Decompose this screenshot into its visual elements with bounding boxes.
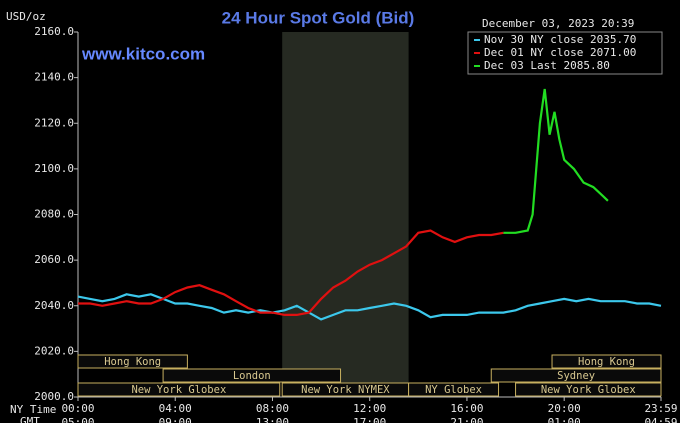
y-tick-label: 2020.0 xyxy=(34,344,74,357)
session-box xyxy=(490,368,662,383)
session-shade xyxy=(282,32,409,397)
legend-label: Dec 01 NY close 2071.00 xyxy=(484,46,636,59)
legend-label: Dec 03 Last 2085.80 xyxy=(484,59,610,72)
x2-tick-label: 21:00 xyxy=(450,416,483,423)
x-tick-label: 04:00 xyxy=(159,402,192,415)
x2-tick-label: 01:00 xyxy=(548,416,581,423)
legend-label: Nov 30 NY close 2035.70 xyxy=(484,33,636,46)
x-tick-label: 23:59 xyxy=(644,402,677,415)
x-tick-label: 00:00 xyxy=(61,402,94,415)
x2-tick-label: 17:00 xyxy=(353,416,386,423)
y-tick-label: 2160.0 xyxy=(34,25,74,38)
timestamp: December 03, 2023 20:39 xyxy=(482,17,634,30)
session-box xyxy=(551,354,662,369)
watermark: www.kitco.com xyxy=(81,44,205,63)
x2-tick-label: 04:59 xyxy=(644,416,677,423)
session-box xyxy=(408,382,500,397)
session-label: Hong Kong xyxy=(104,356,161,368)
session-label: London xyxy=(233,370,271,382)
price-line xyxy=(78,229,504,316)
x-axis-label: NY Time xyxy=(10,403,56,416)
session-label: Sydney xyxy=(557,370,595,382)
price-line xyxy=(503,88,609,234)
x2-tick-label: 09:00 xyxy=(159,416,192,423)
chart-title: 24 Hour Spot Gold (Bid) xyxy=(222,8,415,27)
x-tick-label: 16:00 xyxy=(450,402,483,415)
x-tick-label: 08:00 xyxy=(256,402,289,415)
x2-tick-label: 05:00 xyxy=(61,416,94,423)
y-tick-label: 2080.0 xyxy=(34,208,74,221)
session-label: New York Globex xyxy=(541,384,636,396)
session-box xyxy=(77,382,281,397)
y-tick-label: 2100.0 xyxy=(34,162,74,175)
y-tick-label: 2040.0 xyxy=(34,299,74,312)
legend-box xyxy=(467,31,663,75)
session-label: NY Globex xyxy=(425,384,482,396)
session-label: New York NYMEX xyxy=(301,384,390,396)
x-tick-label: 20:00 xyxy=(548,402,581,415)
x-tick-label: 12:00 xyxy=(353,402,386,415)
session-box xyxy=(162,368,342,383)
x2-tick-label: 13:00 xyxy=(256,416,289,423)
y-tick-label: 2060.0 xyxy=(34,253,74,266)
session-box xyxy=(77,354,188,369)
y-tick-label: 2140.0 xyxy=(34,71,74,84)
session-label: Hong Kong xyxy=(578,356,635,368)
y-tick-label: 2120.0 xyxy=(34,116,74,129)
y-axis-label: USD/oz xyxy=(6,10,46,23)
y-tick-label: 2000.0 xyxy=(34,390,74,403)
price-line xyxy=(77,293,662,321)
x2-axis-label: GMT xyxy=(20,415,40,423)
session-label: New York Globex xyxy=(131,384,226,396)
session-box xyxy=(515,382,662,397)
